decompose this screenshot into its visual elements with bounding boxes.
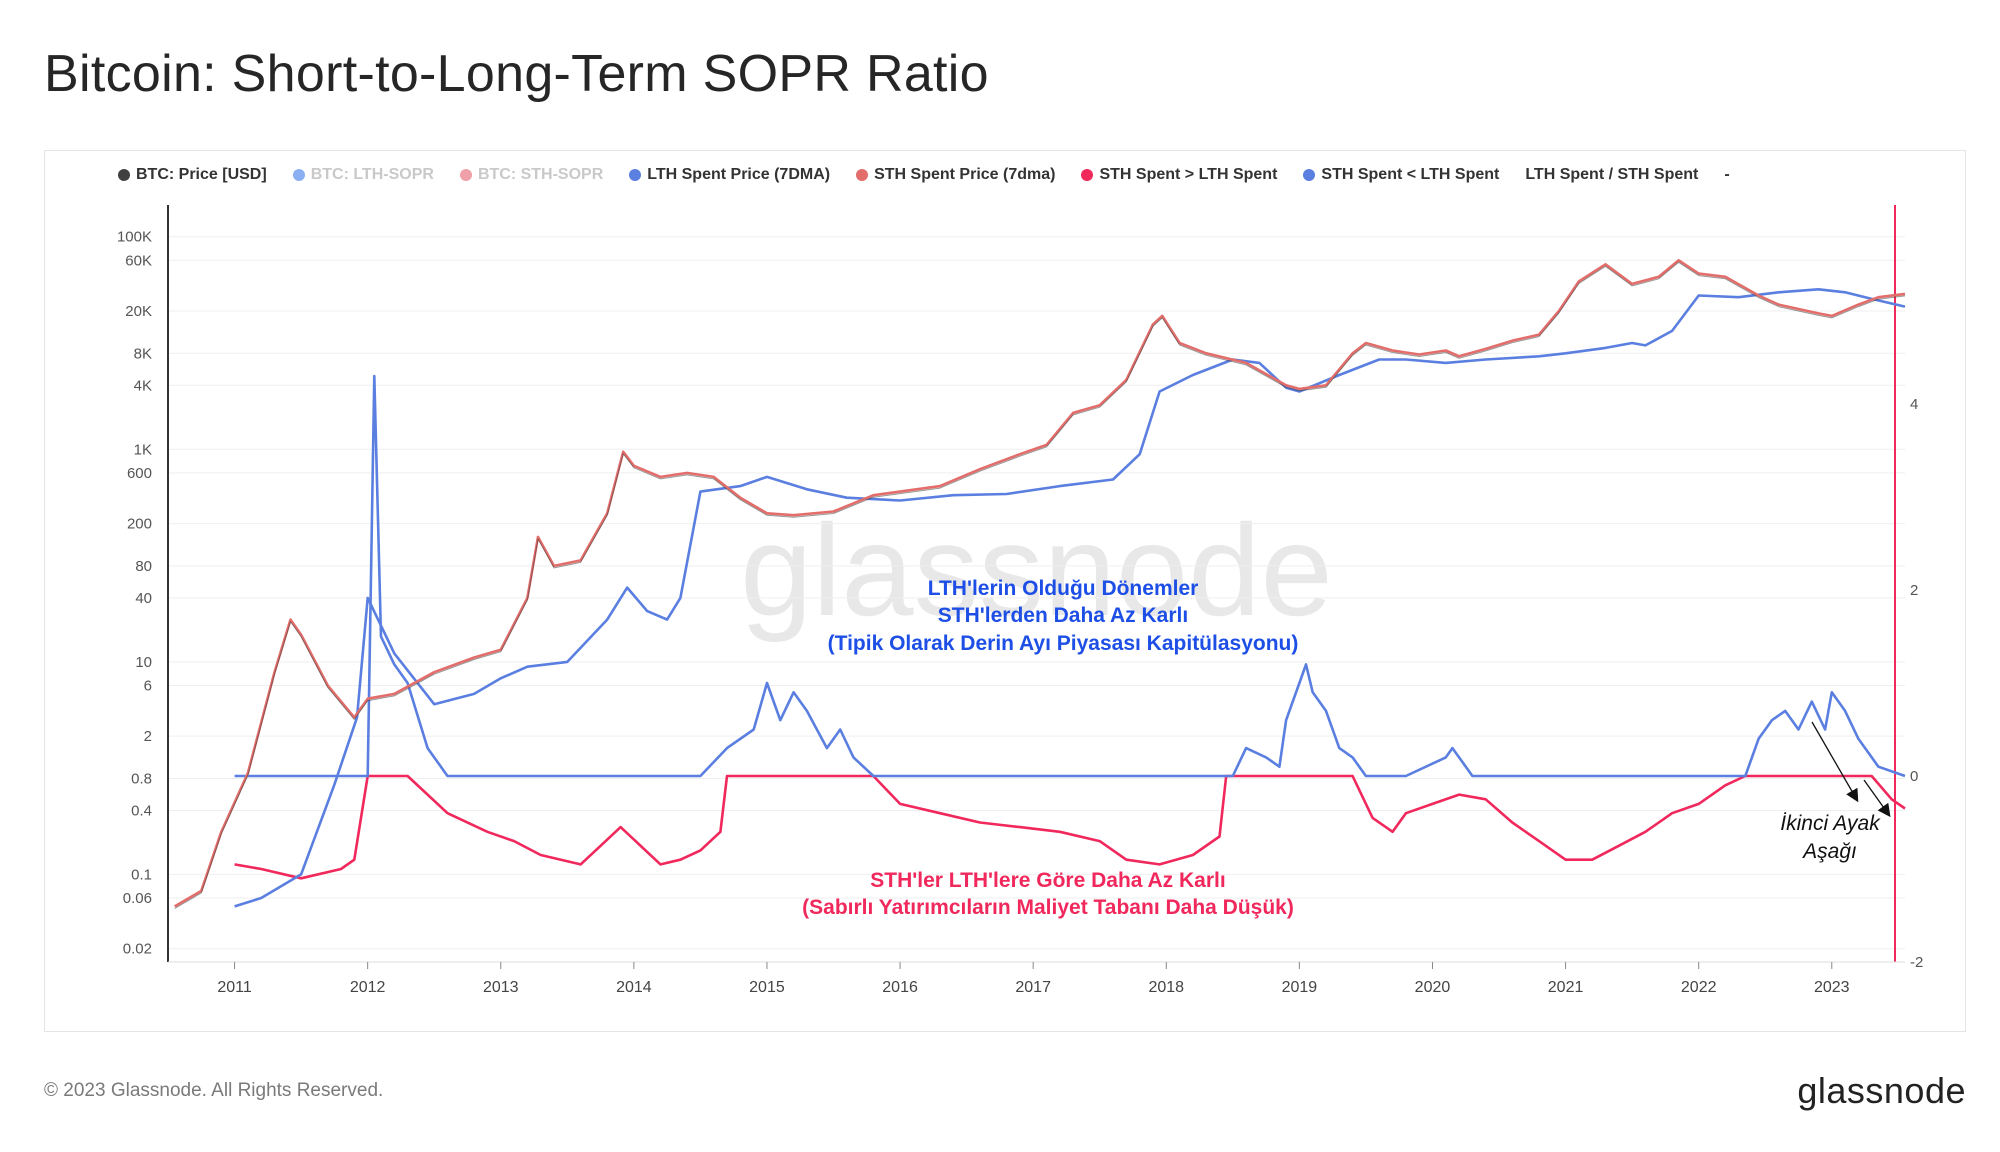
x-tick-label: 2022 (1681, 979, 1717, 996)
legend-item[interactable]: BTC: STH-SOPR (459, 166, 604, 184)
legend-swatch (1081, 169, 1094, 181)
legend-item[interactable]: STH Spent > LTH Spent (1081, 166, 1277, 184)
series-line (174, 261, 1906, 909)
annotation-text: STH'ler LTH'lere Göre Daha Az Karlı (870, 869, 1225, 892)
x-tick-label: 2020 (1415, 979, 1451, 996)
x-tick-label: 2012 (350, 979, 386, 996)
x-tick-label: 2021 (1548, 979, 1584, 996)
legend-label: BTC: Price [USD] (136, 166, 267, 183)
annotation-text: İkinci Ayak (1780, 812, 1881, 835)
chart-panel (44, 150, 1966, 1032)
legend-item[interactable]: BTC: Price [USD] (118, 166, 267, 184)
x-tick-label: 2023 (1814, 979, 1850, 996)
legend-item[interactable]: - (1724, 166, 1729, 184)
y-left-tick-label: 8K (134, 345, 152, 362)
annotation-text: (Tipik Olarak Derin Ayı Piyasası Kapitül… (828, 632, 1299, 655)
y-right-tick-label: 4 (1910, 396, 1918, 413)
annotation-text: LTH'lerin Olduğu Dönemler (928, 577, 1199, 600)
legend-swatch (292, 169, 305, 181)
x-tick-label: 2018 (1148, 979, 1184, 996)
y-left-tick-label: 600 (127, 465, 152, 482)
footer-brand-logo: glassnode (1797, 1070, 1966, 1111)
y-left-tick-label: 40 (135, 590, 152, 607)
y-left-tick-label: 4K (134, 377, 152, 394)
y-left-tick-label: 0.4 (131, 802, 152, 819)
chart-title: Bitcoin: Short-to-Long-Term SOPR Ratio (44, 45, 989, 103)
x-tick-label: 2019 (1282, 979, 1318, 996)
legend-label: LTH Spent / STH Spent (1525, 166, 1699, 183)
y-left-tick-label: 200 (127, 516, 152, 533)
y-left-tick-label: 1K (134, 441, 152, 458)
legend: BTC: Price [USD] BTC: LTH-SOPR BTC: STH-SO… (118, 166, 1756, 184)
y-left-tick-label: 2 (144, 728, 152, 745)
series-line (234, 288, 1906, 908)
annotation-text: STH'lerden Daha Az Karlı (938, 604, 1188, 627)
y-right-tick-label: -2 (1910, 954, 1923, 971)
y-left-tick-label: 80 (135, 558, 152, 575)
watermark: glassnode (740, 497, 1333, 643)
x-tick-label: 2014 (616, 979, 652, 996)
x-tick-label: 2013 (483, 979, 519, 996)
legend-label: STH Spent Price (7dma) (874, 166, 1056, 183)
legend-label: BTC: LTH-SOPR (310, 166, 434, 183)
legend-swatch (856, 169, 869, 181)
legend-item[interactable]: BTC: LTH-SOPR (292, 166, 434, 184)
footer-copyright: © 2023 Glassnode. All Rights Reserved. (44, 1080, 384, 1101)
x-tick-label: 2016 (882, 979, 918, 996)
x-tick-label: 2017 (1015, 979, 1051, 996)
legend-label: STH Spent < LTH Spent (1321, 166, 1500, 183)
series-line (174, 259, 1906, 908)
x-tick-label: 2015 (749, 979, 785, 996)
annotation-arrow (1811, 721, 1859, 803)
annotation-arrow (1863, 779, 1891, 818)
y-left-tick-label: 6 (144, 677, 152, 694)
series-line (234, 774, 1906, 880)
legend-item[interactable]: STH Spent < LTH Spent (1303, 166, 1499, 184)
legend-label: BTC: STH-SOPR (477, 166, 604, 183)
legend-swatch (118, 169, 130, 181)
y-left-tick-label: 0.02 (123, 941, 152, 958)
legend-swatch (1303, 169, 1316, 181)
legend-label: STH Spent > LTH Spent (1099, 166, 1278, 183)
y-left-tick-label: 60K (125, 252, 152, 269)
y-left-tick-label: 0.06 (123, 890, 152, 907)
legend-label: - (1724, 166, 1730, 183)
legend-item[interactable]: LTH Spent / STH Spent (1525, 166, 1698, 184)
legend-label: LTH Spent Price (7DMA) (647, 166, 831, 183)
legend-item[interactable]: LTH Spent Price (7DMA) (629, 166, 830, 184)
y-left-tick-label: 10 (135, 654, 152, 671)
y-right-tick-label: 0 (1910, 768, 1918, 785)
y-right-tick-label: 2 (1910, 582, 1918, 599)
annotation-text: (Sabırlı Yatırımcıların Maliyet Tabanı D… (802, 896, 1294, 919)
y-left-tick-label: 0.1 (131, 866, 152, 883)
y-left-tick-label: 20K (125, 303, 152, 320)
series-line (234, 374, 1906, 778)
y-left-tick-label: 100K (117, 229, 152, 246)
x-tick-label: 2011 (217, 979, 252, 996)
y-left-tick-label: 0.8 (131, 770, 152, 787)
legend-swatch (629, 169, 642, 181)
legend-swatch (459, 169, 472, 181)
annotation-text: Aşağı (1801, 840, 1857, 863)
legend-item[interactable]: STH Spent Price (7dma) (856, 166, 1055, 184)
